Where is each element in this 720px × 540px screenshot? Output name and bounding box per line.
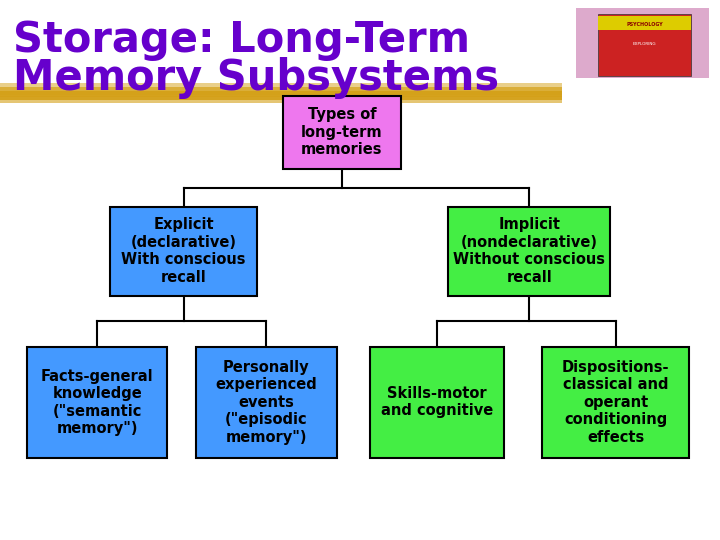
Bar bbox=[576, 8, 709, 78]
FancyBboxPatch shape bbox=[370, 347, 504, 457]
Bar bbox=[0, 96, 562, 103]
Bar bbox=[598, 16, 691, 30]
Text: Implicit
(nondeclarative)
Without conscious
recall: Implicit (nondeclarative) Without consci… bbox=[453, 218, 606, 285]
Text: Explicit
(declarative)
With conscious
recall: Explicit (declarative) With conscious re… bbox=[122, 218, 246, 285]
Text: Memory Subsystems: Memory Subsystems bbox=[13, 57, 499, 99]
Text: EXPLORING: EXPLORING bbox=[633, 42, 656, 46]
Bar bbox=[0, 83, 562, 94]
Text: Dispositions-
classical and
operant
conditioning
effects: Dispositions- classical and operant cond… bbox=[562, 360, 670, 444]
Text: Types of
long-term
memories: Types of long-term memories bbox=[301, 107, 383, 157]
FancyBboxPatch shape bbox=[196, 347, 336, 457]
Text: Personally
experienced
events
("episodic
memory"): Personally experienced events ("episodic… bbox=[215, 360, 318, 444]
Text: Facts-general
knowledge
("semantic
memory"): Facts-general knowledge ("semantic memor… bbox=[41, 369, 153, 436]
FancyBboxPatch shape bbox=[541, 347, 690, 457]
FancyBboxPatch shape bbox=[110, 206, 258, 296]
Bar bbox=[0, 91, 562, 100]
FancyBboxPatch shape bbox=[282, 96, 402, 168]
Text: Skills-motor
and cognitive: Skills-motor and cognitive bbox=[381, 386, 493, 418]
Text: Storage: Long-Term: Storage: Long-Term bbox=[13, 19, 470, 61]
Bar bbox=[598, 14, 691, 76]
FancyBboxPatch shape bbox=[27, 347, 167, 457]
Bar bbox=[0, 87, 562, 97]
Text: PSYCHOLOGY: PSYCHOLOGY bbox=[626, 22, 663, 27]
FancyBboxPatch shape bbox=[448, 206, 610, 296]
